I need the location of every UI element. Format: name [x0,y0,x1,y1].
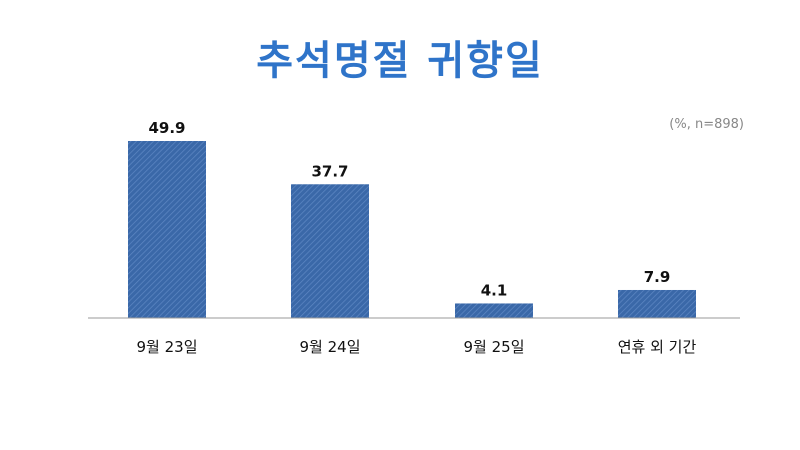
category-label-4: 연휴 외 기간 [618,338,697,356]
bar-value-label-3: 4.1 [481,281,508,299]
bar-value-label-1: 49.9 [148,119,185,137]
bars-group [128,141,696,318]
chart-title: 추석명절 귀향일 [256,38,544,84]
labels-group: 49.9 9월 23일 37.7 9월 24일 4.1 9월 25일 7.9 연휴 외 기간 [137,119,697,356]
bar-2 [291,184,369,318]
category-label-3: 9월 25일 [464,338,525,356]
category-label-1: 9월 23일 [137,338,198,356]
bar-3 [455,303,533,318]
bar-1 [128,141,206,318]
bar-4 [618,289,696,318]
category-label-2: 9월 24일 [300,338,361,356]
chart-note: (%, n=898) [669,117,744,132]
bar-value-label-2: 37.7 [311,162,348,180]
bar-value-label-4: 7.9 [644,268,671,286]
